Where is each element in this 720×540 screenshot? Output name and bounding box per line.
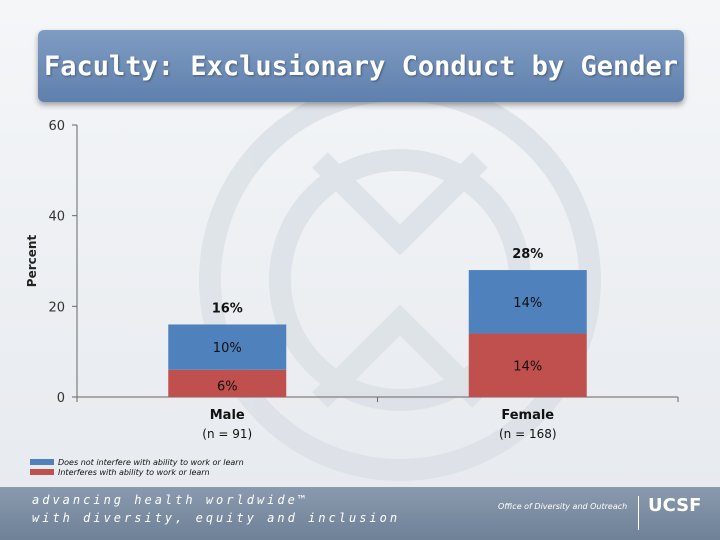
page-title: Faculty: Exclusionary Conduct by Gender xyxy=(44,50,678,82)
footer-office-name: Office of Diversity and Outreach xyxy=(498,502,628,511)
total-label-female: 28% xyxy=(512,247,543,262)
footer-tagline-line2: with diversity, equity and inclusion xyxy=(32,511,401,525)
legend-label-interferes: Interferes with ability to work or learn xyxy=(58,467,210,477)
y-tick-label: 20 xyxy=(48,300,65,315)
data-label-female-not-interfere: 14% xyxy=(513,296,542,311)
bar-female-not-interfere xyxy=(468,270,587,334)
bar-male-not-interfere xyxy=(168,324,287,370)
y-tick-label: 60 xyxy=(48,119,65,134)
y-tick-label: 0 xyxy=(57,391,65,406)
legend-swatch-blue xyxy=(30,459,54,465)
footer-tagline-line1: advancing health worldwide™ xyxy=(32,493,309,507)
total-label-male: 16% xyxy=(212,301,243,316)
title-banner: Faculty: Exclusionary Conduct by Gender xyxy=(38,30,684,102)
bar-female-interferes xyxy=(468,333,587,397)
ucsf-logo: UCSF xyxy=(648,495,702,516)
y-tick-label: 40 xyxy=(48,210,65,225)
legend-label-not-interfere: Does not interfere with ability to work … xyxy=(58,457,244,467)
stacked-bar-chart: 0 20 40 60 Percent 6% 10% 16% Male (n = 91) 14% 14… xyxy=(25,119,679,441)
y-axis-title: Percent xyxy=(25,235,39,288)
legend-item-interferes: Interferes with ability to work or learn xyxy=(30,467,244,477)
bar-male-interferes xyxy=(168,369,287,397)
chart-legend: Does not interfere with ability to work … xyxy=(30,457,244,477)
legend-swatch-red xyxy=(30,469,54,475)
footer-divider xyxy=(638,496,639,530)
footer-bar: advancing health worldwide™ with diversi… xyxy=(0,487,720,540)
data-label-male-interferes: 6% xyxy=(217,379,238,394)
data-label-female-interferes: 14% xyxy=(513,359,542,374)
legend-item-not-interfere: Does not interfere with ability to work … xyxy=(30,457,244,467)
category-label-male: Male xyxy=(210,408,245,423)
category-n-female: (n = 168) xyxy=(499,427,557,441)
category-label-female: Female xyxy=(501,408,554,423)
category-n-male: (n = 91) xyxy=(202,427,252,441)
data-label-male-not-interfere: 10% xyxy=(213,341,242,356)
